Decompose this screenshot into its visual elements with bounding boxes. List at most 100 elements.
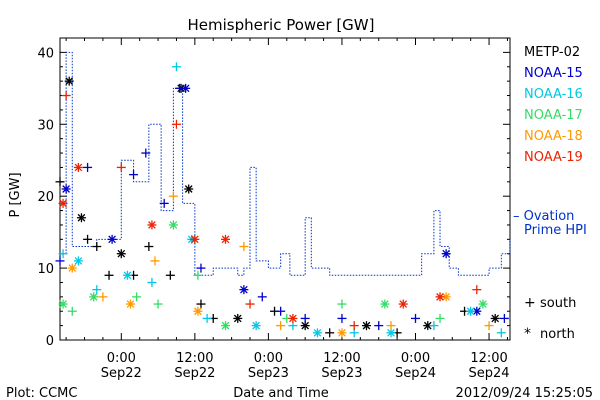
data-point-metp-02 [64, 76, 74, 86]
data-point-noaa-15 [196, 263, 206, 273]
data-point-noaa-19 [398, 299, 408, 309]
data-point-noaa-18 [239, 242, 249, 252]
y-axis-label: P [GW] [8, 172, 23, 217]
data-point-metp-02 [196, 299, 206, 309]
data-point-noaa-15 [257, 292, 267, 302]
marker-stroke [59, 199, 67, 208]
y-tick-label: 30 [37, 118, 54, 133]
marker-stroke [313, 328, 322, 337]
data-point-noaa-15 [411, 313, 421, 323]
data-point-metp-02 [76, 213, 86, 223]
data-point-noaa-16 [122, 270, 132, 280]
data-point-metp-02 [104, 270, 114, 280]
data-point-noaa-15 [441, 249, 451, 259]
marker-stroke [387, 328, 395, 337]
data-point-noaa-18 [484, 321, 494, 331]
data-point-noaa-19 [58, 198, 68, 208]
data-point-metp-02 [144, 242, 154, 252]
data-point-noaa-17 [337, 299, 347, 309]
data-point-noaa-19 [288, 313, 298, 323]
marker-stroke [123, 271, 132, 280]
data-point-metp-02 [325, 328, 335, 338]
data-point-noaa-15 [181, 83, 191, 93]
data-point-noaa-19 [73, 162, 83, 172]
marker-stroke [479, 300, 487, 308]
data-point-noaa-16 [202, 313, 212, 323]
marker-stroke [301, 321, 310, 330]
marker-stroke [126, 300, 135, 308]
data-point-noaa-18 [337, 328, 347, 338]
data-point-noaa-17 [220, 321, 230, 331]
data-point-noaa-17 [58, 299, 68, 309]
data-point-noaa-17 [89, 292, 99, 302]
x-tick-label: 12:00 [470, 351, 507, 366]
data-point-noaa-19 [472, 285, 482, 295]
marker-stroke [221, 235, 230, 244]
data-point-noaa-15 [239, 285, 249, 295]
data-point-metp-02 [490, 313, 500, 323]
data-point-noaa-19 [171, 119, 181, 129]
data-point-noaa-15 [107, 234, 117, 244]
marker-stroke [442, 249, 450, 258]
data-point-noaa-16 [58, 249, 68, 259]
marker-stroke [68, 264, 77, 272]
data-point-noaa-16 [92, 285, 102, 295]
x-tick-date-label: Sep22 [101, 366, 142, 381]
marker-stroke [466, 307, 475, 316]
data-point-metp-02 [55, 177, 65, 187]
marker-stroke [472, 307, 481, 316]
data-point-noaa-15 [61, 184, 71, 194]
data-point-noaa-16 [73, 256, 83, 266]
legend: METP-02 NOAA-15 NOAA-16 NOAA-17 NOAA-18 NOAA-… [513, 45, 587, 342]
data-point-noaa-18 [193, 306, 203, 316]
legend-label-noaa-15: NOAA-15 [524, 66, 583, 81]
data-point-noaa-17 [132, 292, 142, 302]
data-point-noaa-19 [147, 220, 157, 230]
data-point-noaa-18 [168, 191, 178, 201]
data-point-noaa-18 [150, 256, 160, 266]
data-point-noaa-17 [435, 313, 445, 323]
legend-symbol-north: * [524, 326, 531, 342]
data-point-noaa-18 [125, 299, 135, 309]
data-point-noaa-16 [496, 328, 506, 338]
x-tick-date-label: Sep23 [321, 366, 362, 381]
data-point-noaa-17 [478, 299, 488, 309]
plot-frame [59, 37, 511, 341]
data-point-noaa-15 [300, 313, 310, 323]
legend-symbol-south: + [524, 295, 536, 311]
marker-stroke [240, 285, 248, 294]
marker-stroke [74, 257, 83, 265]
data-point-noaa-17 [168, 220, 178, 230]
data-point-metp-02 [92, 242, 102, 252]
legend-label-noaa-17: NOAA-17 [524, 108, 583, 123]
plot-credit: Plot: CCMC [6, 386, 77, 400]
y-tick-label: 0 [46, 334, 54, 349]
marker-stroke [442, 293, 450, 301]
legend-symbol-label-south: south [540, 296, 576, 311]
data-point-noaa-16 [466, 306, 476, 316]
marker-stroke [62, 185, 70, 193]
marker-stroke [191, 235, 199, 244]
data-point-noaa-15 [499, 313, 509, 323]
marker-stroke [89, 293, 98, 301]
legend-label-noaa-16: NOAA-16 [524, 87, 583, 102]
data-point-noaa-19 [61, 91, 71, 101]
data-point-noaa-16 [251, 321, 261, 331]
x-tick-label: 12:00 [176, 351, 213, 366]
legend-ovation-line1: – Ovation [513, 209, 574, 224]
data-point-noaa-15 [472, 306, 482, 316]
legend-label-noaa-18: NOAA-18 [524, 129, 583, 144]
marker-stroke [65, 77, 74, 85]
chart-title: Hemispheric Power [GW] [188, 16, 375, 34]
data-point-noaa-15 [159, 198, 169, 208]
y-tick-label: 40 [37, 46, 54, 61]
data-point-metp-02 [83, 234, 93, 244]
marker-stroke [194, 307, 202, 316]
marker-stroke [338, 328, 346, 337]
data-point-noaa-19 [435, 292, 445, 302]
data-point-noaa-17 [193, 270, 203, 280]
marker-stroke [289, 314, 297, 323]
data-point-metp-02 [361, 321, 371, 331]
data-point-noaa-15 [83, 162, 93, 172]
